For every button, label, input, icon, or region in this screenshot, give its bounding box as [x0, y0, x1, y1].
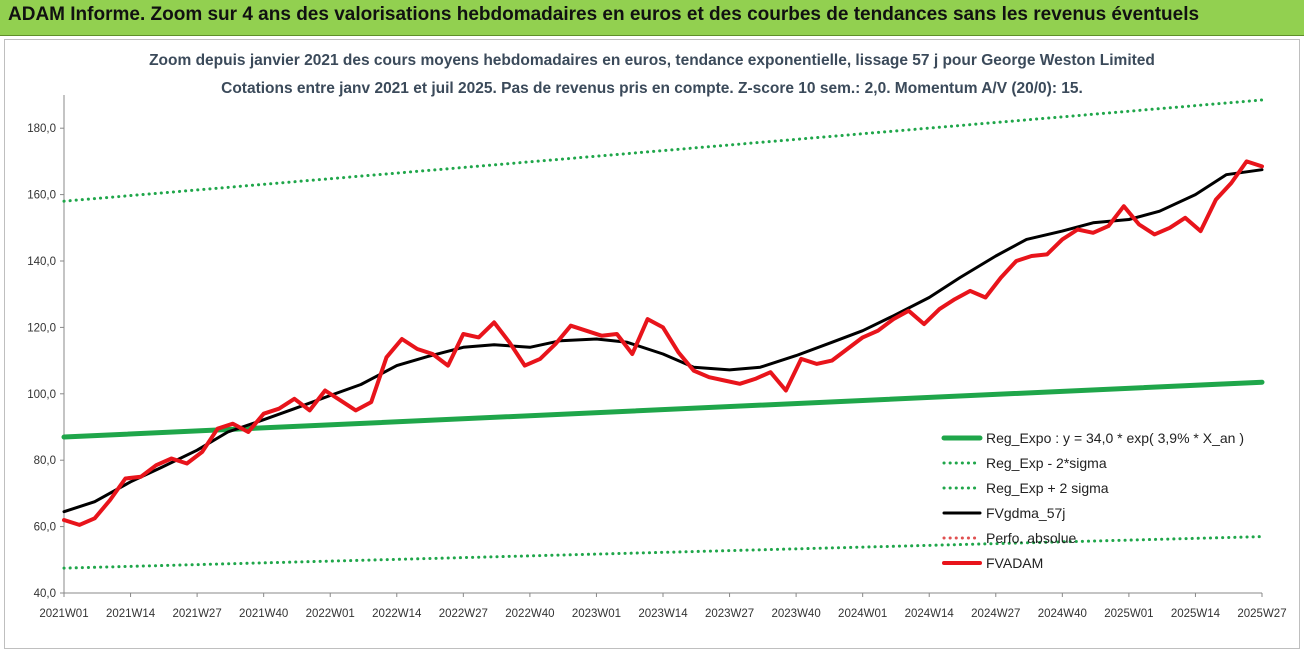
x-tick-label: 2022W01 — [306, 608, 355, 620]
legend-label-3: FVgdma_57j — [986, 505, 1065, 521]
x-tick-label: 2024W14 — [905, 608, 955, 620]
report-banner: ADAM Informe. Zoom sur 4 ans des valoris… — [0, 0, 1304, 36]
y-tick-label: 140,0 — [27, 256, 56, 268]
x-tick-label: 2023W01 — [572, 608, 621, 620]
x-tick-label: 2021W14 — [106, 608, 156, 620]
series-lines — [61, 98, 1265, 570]
legend-label-1: Reg_Exp - 2*sigma — [986, 455, 1107, 471]
legend-label-5: FVADAM — [986, 555, 1043, 571]
chart-frame — [4, 39, 1300, 649]
legend-label-0: Reg_Expo : y = 34,0 * exp( 3,9% * X_an ) — [986, 430, 1244, 446]
x-tick-label: 2025W01 — [1104, 608, 1153, 620]
y-tick-label: 120,0 — [27, 322, 56, 334]
series-line-5 — [62, 159, 1264, 527]
y-tick-label: 100,0 — [27, 389, 56, 401]
x-tick-label: 2024W27 — [971, 608, 1020, 620]
x-tick-label: 2024W40 — [1038, 608, 1087, 620]
x-tick-label: 2025W14 — [1171, 608, 1221, 620]
y-tick-label: 80,0 — [34, 455, 56, 467]
legend-label-2: Reg_Exp + 2 sigma — [986, 480, 1109, 496]
chart-title: Zoom depuis janvier 2021 des cours moyen… — [149, 52, 1155, 69]
y-tick-label: 60,0 — [34, 522, 56, 534]
x-tick-label: 2022W27 — [439, 608, 488, 620]
chart-subtitle: Cotations entre janv 2021 et juil 2025. … — [221, 80, 1083, 97]
x-tick-label: 2025W27 — [1237, 608, 1286, 620]
y-tick-label: 180,0 — [27, 123, 56, 135]
x-tick-label: 2022W40 — [505, 608, 554, 620]
y-tick-label: 40,0 — [34, 588, 56, 600]
x-tick-label: 2023W14 — [638, 608, 688, 620]
series-line-1 — [62, 535, 1264, 570]
y-tick-label: 160,0 — [27, 190, 56, 202]
series-line-2 — [62, 98, 1264, 203]
x-tick-label: 2023W27 — [705, 608, 754, 620]
x-tick-label: 2021W01 — [39, 608, 88, 620]
legend: Reg_Expo : y = 34,0 * exp( 3,9% * X_an )… — [941, 430, 1244, 571]
x-tick-label: 2023W40 — [771, 608, 820, 620]
axes: 40,0 60,0 80,0 100,0 120,0 140,0 160,0 180,0 202… — [27, 95, 1287, 620]
legend-label-4: Perfo. absolue — [986, 530, 1076, 546]
x-tick-label: 2024W01 — [838, 608, 887, 620]
x-tick-label: 2021W40 — [239, 608, 288, 620]
series-line-3 — [62, 168, 1264, 514]
series-line-0 — [61, 379, 1265, 440]
x-tick-label: 2021W27 — [172, 608, 221, 620]
x-tick-label: 2022W14 — [372, 608, 422, 620]
